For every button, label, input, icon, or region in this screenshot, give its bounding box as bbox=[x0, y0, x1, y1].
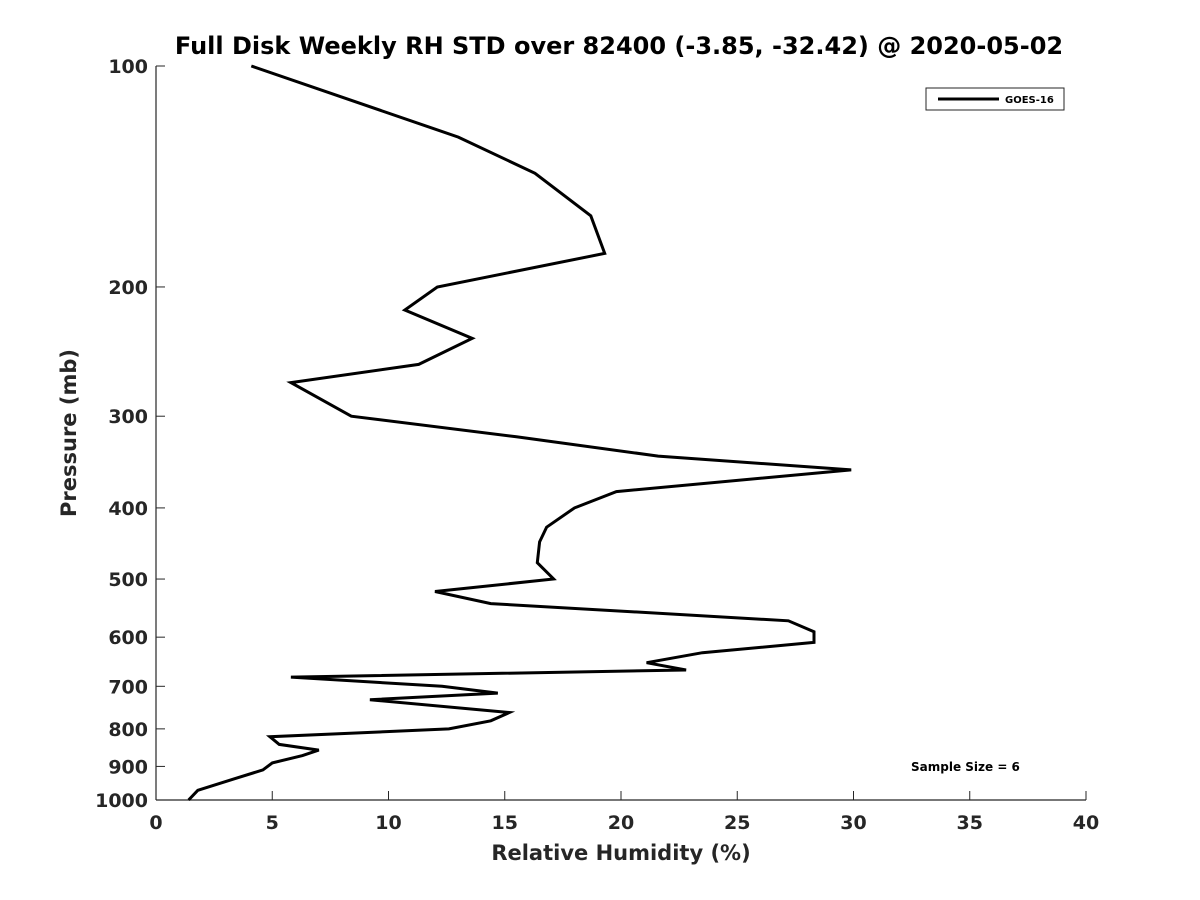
x-tick-label: 0 bbox=[149, 812, 162, 834]
y-ticks: 100 200 300 400 500 600 700 800 900 1000 bbox=[95, 56, 165, 812]
y-tick-label: 900 bbox=[108, 756, 148, 778]
series-layer bbox=[187, 64, 852, 802]
axes: 0 5 10 15 20 25 30 35 40 100 200 300 400 500 600 700 80… bbox=[95, 56, 1099, 834]
chart-title: Full Disk Weekly RH STD over 82400 (-3.8… bbox=[175, 32, 1063, 60]
y-tick-label: 800 bbox=[108, 719, 148, 741]
y-tick-label: 100 bbox=[108, 56, 148, 78]
x-ticks: 0 5 10 15 20 25 30 35 40 bbox=[149, 791, 1099, 834]
y-tick-label: 1000 bbox=[95, 790, 148, 812]
x-tick-label: 30 bbox=[840, 812, 866, 834]
x-axis-label: Relative Humidity (%) bbox=[491, 841, 750, 865]
y-tick-label: 700 bbox=[108, 676, 148, 698]
y-tick-label: 300 bbox=[108, 406, 148, 428]
x-tick-label: 35 bbox=[957, 812, 983, 834]
y-tick-label: 600 bbox=[108, 627, 148, 649]
series-line-goes-16 bbox=[187, 64, 852, 802]
x-tick-label: 25 bbox=[724, 812, 750, 834]
y-tick-label: 400 bbox=[108, 498, 148, 520]
y-tick-label: 500 bbox=[108, 569, 148, 591]
x-tick-label: 10 bbox=[375, 812, 401, 834]
x-tick-label: 20 bbox=[608, 812, 634, 834]
x-tick-label: 5 bbox=[266, 812, 279, 834]
legend: GOES-16 bbox=[925, 87, 1065, 111]
x-tick-label: 40 bbox=[1073, 812, 1099, 834]
y-tick-label: 200 bbox=[108, 277, 148, 299]
sample-size-annotation: Sample Size = 6 bbox=[911, 760, 1020, 774]
x-tick-label: 15 bbox=[492, 812, 518, 834]
legend-label-goes-16: GOES-16 bbox=[1005, 95, 1054, 106]
y-axis-label: Pressure (mb) bbox=[57, 349, 81, 517]
